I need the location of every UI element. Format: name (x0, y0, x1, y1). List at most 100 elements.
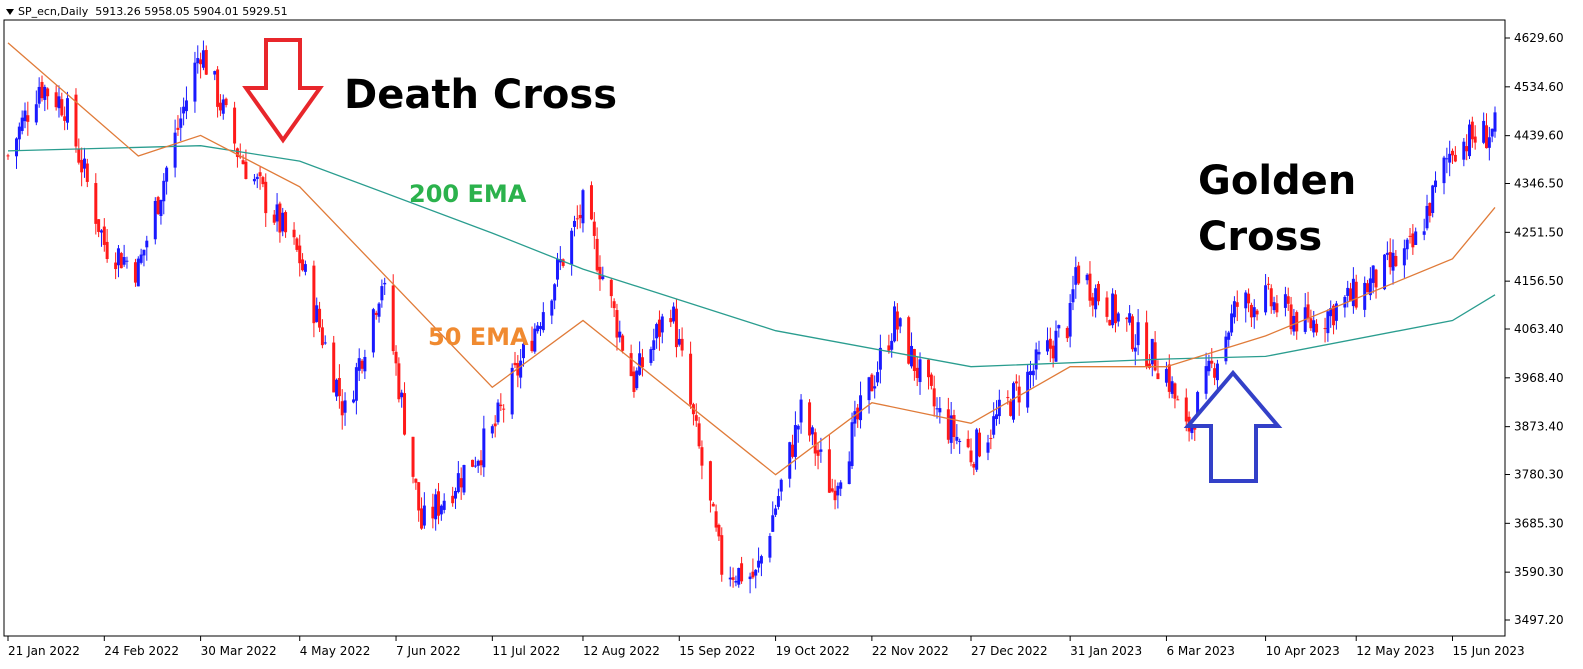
candle-body (397, 363, 401, 400)
candle-body (513, 362, 517, 366)
candle-body (1275, 303, 1279, 313)
candle-body (371, 309, 375, 353)
candle-body (1164, 368, 1168, 383)
candle-body (649, 349, 653, 363)
candle-body (114, 262, 118, 270)
candle-body (1368, 278, 1372, 296)
candle-body (966, 438, 970, 448)
candle-body (1125, 317, 1129, 320)
candle-body (1213, 368, 1217, 378)
ema200-label: 200 EMA (409, 180, 527, 208)
candle-body (708, 461, 712, 501)
candle-body (499, 404, 503, 407)
candle-body (816, 450, 820, 456)
candle-body (479, 460, 483, 466)
candle-body (1448, 153, 1452, 163)
candle-body (139, 254, 143, 263)
candle-body (182, 106, 186, 114)
candle-body (1077, 265, 1081, 284)
candle-body (938, 408, 942, 413)
candle-body (456, 473, 460, 493)
candle-body (992, 416, 996, 435)
candle-body (972, 463, 976, 468)
candle-body (589, 185, 593, 220)
y-tick-label: 3968.40 (1514, 371, 1564, 385)
candle-body (105, 241, 109, 260)
candle-body (1074, 267, 1078, 285)
candle-body (791, 444, 795, 457)
candle-body (657, 319, 661, 337)
candle-body (411, 436, 415, 477)
candle-body (312, 265, 316, 324)
death-cross-label: Death Cross (344, 72, 618, 118)
candle-body (301, 259, 305, 271)
candle-body (17, 126, 21, 140)
candle-body (1434, 180, 1438, 188)
candle-body (6, 155, 10, 157)
candle-body (751, 571, 755, 578)
candle-body (122, 257, 126, 265)
candle-body (1244, 292, 1248, 309)
candle-body (740, 563, 744, 582)
candle-body (363, 356, 367, 372)
candle-body (244, 161, 248, 179)
candle-body (125, 260, 129, 262)
candle-body (1014, 381, 1018, 384)
candle-body (1323, 328, 1327, 330)
candle-body (929, 374, 933, 386)
candle-body (94, 183, 98, 224)
candle-body (278, 203, 282, 233)
candle-body (796, 425, 800, 430)
candle-body (1252, 307, 1256, 318)
candle-body (1385, 252, 1389, 255)
dropdown-triangle-icon[interactable] (6, 9, 14, 15)
candle-body (65, 98, 69, 123)
candle-body (598, 266, 602, 280)
candle-body (332, 342, 336, 393)
candle-body (196, 58, 200, 64)
candle-body (224, 98, 228, 106)
candle-body (1425, 205, 1429, 229)
candle-body (1184, 397, 1188, 422)
candle-body (241, 160, 245, 165)
candle-body (615, 310, 619, 338)
candle-body (640, 357, 644, 368)
candle-body (1193, 426, 1197, 430)
candle-body (431, 506, 435, 519)
candle-body (1272, 302, 1276, 311)
candle-body (20, 117, 24, 131)
x-tick-label: 12 May 2023 (1356, 644, 1434, 658)
candle-body (116, 248, 120, 266)
candle-body (776, 496, 780, 507)
candle-body (80, 159, 84, 173)
candle-body (612, 301, 616, 309)
candle-body (689, 353, 693, 405)
candle-body (1309, 318, 1313, 329)
candle-body (235, 148, 239, 157)
candle-body (1391, 252, 1395, 271)
candle-body (859, 395, 863, 421)
candle-body (887, 345, 891, 351)
candle-body (1006, 397, 1010, 399)
x-tick-label: 27 Dec 2022 (971, 644, 1048, 658)
candle-body (870, 374, 874, 392)
y-tick-label: 3497.20 (1514, 613, 1564, 627)
candle-body (1490, 128, 1494, 137)
candle-body (878, 347, 882, 370)
candle-body (1312, 320, 1316, 333)
candle-body (295, 238, 299, 250)
candle-body (303, 264, 307, 272)
candle-body (360, 360, 364, 369)
candle-body (907, 317, 911, 364)
ohlc-values: 5913.26 5958.05 5904.01 5929.51 (95, 5, 288, 18)
candle-body (1210, 360, 1214, 364)
candle-body (422, 505, 426, 526)
candle-body (298, 245, 302, 264)
candle-body (799, 399, 803, 423)
ema50-label: 50 EMA (428, 323, 529, 351)
candle-body (165, 167, 169, 182)
candle-body (694, 415, 698, 421)
candle-body (119, 253, 123, 269)
candle-body (1462, 141, 1466, 160)
